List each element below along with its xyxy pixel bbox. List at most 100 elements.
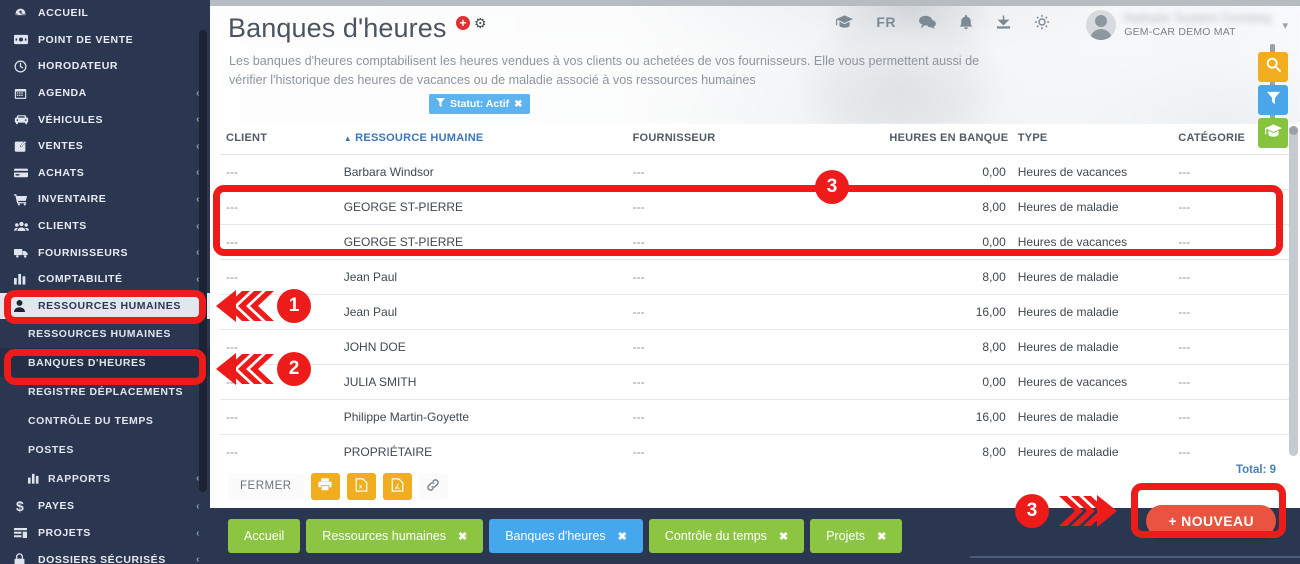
clock-icon [14, 60, 34, 73]
export-excel-button[interactable]: x [346, 472, 376, 500]
download-icon[interactable] [996, 14, 1011, 30]
table-row[interactable]: --- JOHN DOE --- 8,00 Heures de maladie … [220, 329, 1290, 365]
tab-ressources-humaines[interactable]: Ressources humaines ✖ [306, 519, 484, 553]
sidebar-item-dossiers-securises[interactable]: DOSSIERS SÉCURISÉS ‹ [0, 546, 210, 564]
graduation-cap-icon[interactable] [836, 15, 854, 29]
gear-icon[interactable] [1034, 14, 1050, 30]
help-rail-button[interactable] [1258, 118, 1288, 148]
cell-heures: 8,00 [883, 329, 1012, 365]
gear-icon[interactable]: ⚙ [474, 15, 487, 31]
close-button[interactable]: FERMER [228, 472, 304, 500]
sidebar-item-clients[interactable]: CLIENTS ‹ [0, 213, 210, 240]
sidebar-subitem-controle-du-temps[interactable]: CONTRÔLE DU TEMPS [0, 406, 210, 435]
table-row[interactable]: --- Jean Paul --- 16,00 Heures de maladi… [220, 294, 1290, 330]
table-row[interactable]: --- Philippe Martin-Goyette --- 16,00 He… [220, 399, 1290, 435]
sidebar-subitem-rapports[interactable]: RAPPORTS ‹ [0, 464, 210, 493]
sidebar-item-label: POINT DE VENTE [38, 33, 134, 46]
cell-categorie: --- [1172, 329, 1290, 365]
column-header-client[interactable]: CLIENT [220, 124, 338, 155]
sidebar-subitem-ressources-humaines[interactable]: RESSOURCES HUMAINES [0, 319, 210, 348]
cell-type: Heures de maladie [1011, 259, 1173, 295]
header-icon-bar: FR [836, 14, 1050, 30]
new-button[interactable]: + NOUVEAU [1146, 505, 1276, 537]
sidebar-item-payes[interactable]: $ PAYES ‹ [0, 493, 210, 520]
sidebar-item-ressources-humaines[interactable]: RESSOURCES HUMAINES [0, 292, 210, 320]
sidebar-item-label: PAYES [38, 500, 75, 513]
search-rail-button[interactable] [1258, 52, 1288, 82]
chevron-down-icon[interactable]: ▾ [1282, 19, 1288, 32]
filter-rail-button[interactable] [1258, 85, 1288, 115]
lock-icon [14, 553, 34, 564]
language-toggle[interactable]: FR [876, 14, 896, 30]
sidebar-item-point-de-vente[interactable]: POINT DE VENTE [0, 27, 210, 54]
cell-ressource: Barbara Windsor [337, 154, 627, 190]
cell-ressource: Jean Paul [337, 259, 627, 295]
cell-ressource: JOHN DOE [337, 329, 627, 365]
cell-ressource: PROPRIÉTAIRE [337, 434, 627, 464]
table-header: CLIENT ▲ RESSOURCE HUMAINE FOURNISSEUR H… [220, 124, 1290, 155]
hero-overlay [210, 0, 1300, 124]
chat-icon[interactable] [919, 15, 936, 29]
column-header-type[interactable]: TYPE [1011, 124, 1173, 155]
tab-banques-dheures[interactable]: Banques d'heures ✖ [489, 519, 643, 553]
sidebar-item-projets[interactable]: PROJETS ‹ [0, 520, 210, 547]
close-icon[interactable]: ✖ [617, 530, 627, 543]
table-row[interactable]: --- JULIA SMITH --- 0,00 Heures de vacan… [220, 364, 1290, 400]
sidebar-item-achats[interactable]: ACHATS ‹ [0, 160, 210, 187]
add-icon[interactable]: + [456, 16, 470, 30]
export-pdf-button[interactable] [382, 472, 412, 500]
print-button[interactable] [310, 472, 340, 500]
cell-categorie: --- [1172, 259, 1290, 295]
tab-projets[interactable]: Projets ✖ [810, 519, 903, 553]
sidebar-subitem-banques-dheures[interactable]: BANQUES D'HEURES [0, 348, 210, 378]
table-row[interactable]: --- Jean Paul --- 8,00 Heures de maladie… [220, 259, 1290, 295]
sidebar-item-label: VENTES [38, 140, 84, 153]
sidebar-item-agenda[interactable]: AGENDA ‹ [0, 80, 210, 107]
pdf-file-icon [391, 477, 404, 495]
dashboard-icon [14, 7, 34, 20]
cell-client: --- [220, 364, 338, 400]
table-scrollbar[interactable] [1289, 126, 1298, 456]
close-icon[interactable]: ✖ [877, 530, 887, 543]
sidebar-item-ventes[interactable]: VENTES ‹ [0, 133, 210, 160]
sidebar-item-horodateur[interactable]: HORODATEUR [0, 53, 210, 80]
sidebar-item-label: INVENTAIRE [38, 193, 107, 206]
sidebar: ACCUEIL POINT DE VENTE HORODATEUR AGENDA… [0, 0, 210, 564]
sidebar-subitem-label: RESSOURCES HUMAINES [28, 327, 171, 340]
sidebar-item-comptabilite[interactable]: COMPTABILITÉ ‹ [0, 266, 210, 293]
table-row[interactable]: --- GEORGE ST-PIERRE --- 8,00 Heures de … [220, 189, 1290, 225]
sidebar-item-fournisseurs[interactable]: FOURNISSEURS ‹ [0, 239, 210, 266]
table-row[interactable]: --- PROPRIÉTAIRE --- 8,00 Heures de mala… [220, 434, 1290, 464]
table-row[interactable]: --- GEORGE ST-PIERRE --- 0,00 Heures de … [220, 224, 1290, 260]
column-header-heures-en-banque[interactable]: HEURES EN BANQUE [883, 124, 1012, 155]
table-row[interactable]: --- Barbara Windsor --- 0,00 Heures de v… [220, 154, 1290, 190]
action-rail [1258, 52, 1288, 148]
column-header-ressource-humaine[interactable]: ▲ RESSOURCE HUMAINE [337, 124, 627, 155]
close-icon[interactable]: ✖ [778, 530, 789, 543]
column-header-label: RESSOURCE HUMAINE [355, 132, 484, 144]
sidebar-item-inventaire[interactable]: INVENTAIRE ‹ [0, 186, 210, 213]
column-header-fournisseur[interactable]: FOURNISSEUR [626, 124, 884, 155]
cell-client: --- [220, 329, 338, 365]
sidebar-subitem-postes[interactable]: POSTES [0, 435, 210, 464]
total-count-label: Total: 9 [1235, 464, 1276, 476]
sidebar-item-vehicules[interactable]: VÉHICULES ‹ [0, 106, 210, 133]
cell-categorie: --- [1172, 224, 1290, 260]
table-toolbar: FERMER x [210, 464, 1300, 508]
bell-icon[interactable] [959, 14, 973, 30]
tab-accueil[interactable]: Accueil [228, 519, 301, 553]
status-filter-chip[interactable]: Statut: Actif ✖ [429, 94, 530, 114]
cell-categorie: --- [1172, 189, 1290, 225]
close-icon[interactable]: ✖ [514, 98, 523, 110]
sidebar-subitem-registre-deplacements[interactable]: REGISTRE DÉPLACEMENTS [0, 377, 210, 406]
copy-link-button[interactable] [418, 472, 448, 500]
data-table-container: CLIENT ▲ RESSOURCE HUMAINE FOURNISSEUR H… [220, 124, 1290, 464]
sidebar-item-accueil[interactable]: ACCUEIL [0, 0, 210, 27]
close-icon[interactable]: ✖ [457, 530, 468, 543]
main-content: Banques d'heures + ⚙ Les banques d'heure… [210, 0, 1300, 564]
cell-fournisseur: --- [626, 154, 884, 190]
sidebar-scrollbar[interactable] [199, 30, 207, 492]
user-menu[interactable]: Nathalie Toubert-Tremblay GEM-CAR DEMO M… [1086, 10, 1288, 40]
chevron-left-icon: ‹ [196, 194, 200, 205]
tab-controle-du-temps[interactable]: Contrôle du temps ✖ [648, 519, 805, 553]
